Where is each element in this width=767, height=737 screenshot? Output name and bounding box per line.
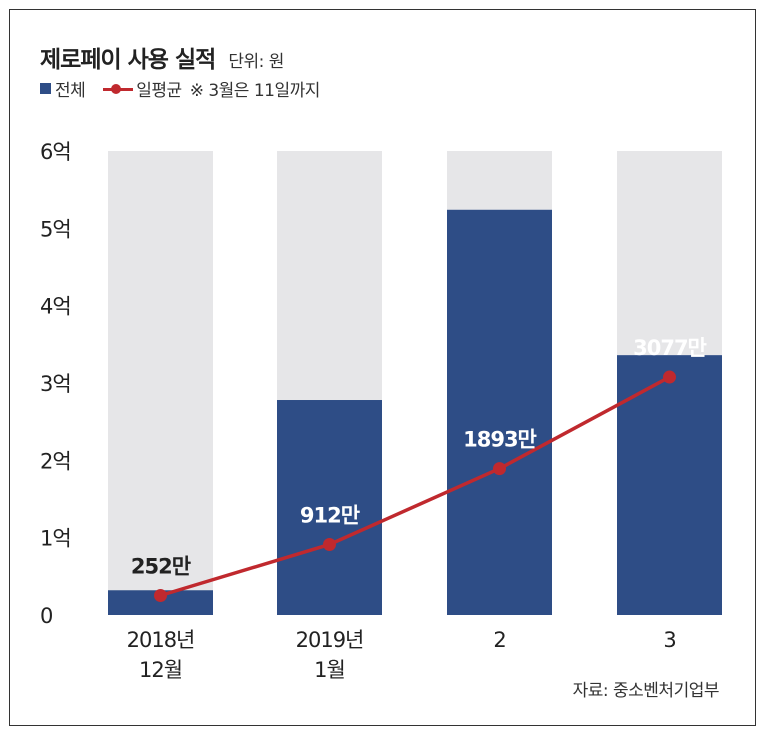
bar-background bbox=[108, 151, 213, 615]
unit-label: 단위: 원 bbox=[228, 52, 284, 72]
y-axis-labels: 0 1억 2억 3억 4억 5억 6억 bbox=[40, 140, 72, 628]
x-axis-labels: 2018년 12월 2019년 1월 2 3 bbox=[127, 628, 677, 682]
avg-line bbox=[159, 375, 671, 598]
data-bars bbox=[108, 209, 722, 616]
avg-value-label: 252만 bbox=[131, 555, 191, 579]
legend-avg-label: 일평균 bbox=[136, 81, 182, 101]
bar bbox=[277, 400, 382, 615]
y-tick-label: 5억 bbox=[40, 217, 71, 241]
avg-value-label: 3077만 bbox=[633, 336, 706, 360]
avg-value-label: 1893만 bbox=[463, 428, 536, 452]
legend-line-swatch bbox=[103, 82, 134, 96]
avg-point bbox=[323, 537, 336, 551]
legend-total-label: 전체 bbox=[55, 81, 86, 101]
x-tick-label: 2 bbox=[493, 628, 505, 652]
legend-bar-swatch bbox=[40, 83, 51, 94]
y-tick-label: 4억 bbox=[40, 295, 71, 319]
y-tick-label: 3억 bbox=[40, 372, 71, 396]
y-tick-label: 1억 bbox=[40, 527, 71, 551]
avg-point bbox=[154, 589, 167, 603]
source-note: 자료: 중소벤처기업부 bbox=[572, 681, 720, 701]
x-tick-label: 2018년 bbox=[127, 628, 195, 652]
avg-point bbox=[663, 370, 676, 384]
legend: 전체 일평균 ※ 3월은 11일까지 bbox=[40, 76, 320, 101]
avg-point bbox=[493, 462, 506, 476]
bar bbox=[617, 355, 722, 615]
avg-value-labels: 252만 912만 1893만 3077만 bbox=[131, 336, 708, 579]
x-tick-label: 12월 bbox=[139, 658, 182, 682]
legend-note: ※ 3월은 11일까지 bbox=[189, 81, 321, 101]
chart-title: 제로페이 사용 실적 bbox=[40, 47, 216, 73]
x-tick-label: 1월 bbox=[314, 658, 345, 682]
x-tick-label: 2019년 bbox=[296, 628, 364, 652]
y-tick-label: 2억 bbox=[40, 449, 71, 473]
title-row: 제로페이 사용 실적 단위: 원 bbox=[40, 40, 284, 74]
y-tick-label: 6억 bbox=[40, 140, 71, 164]
bar bbox=[447, 209, 552, 616]
avg-value-label: 912만 bbox=[300, 503, 360, 527]
avg-line-series bbox=[154, 370, 676, 603]
x-tick-label: 3 bbox=[663, 628, 675, 652]
y-tick-label: 0 bbox=[40, 604, 52, 628]
